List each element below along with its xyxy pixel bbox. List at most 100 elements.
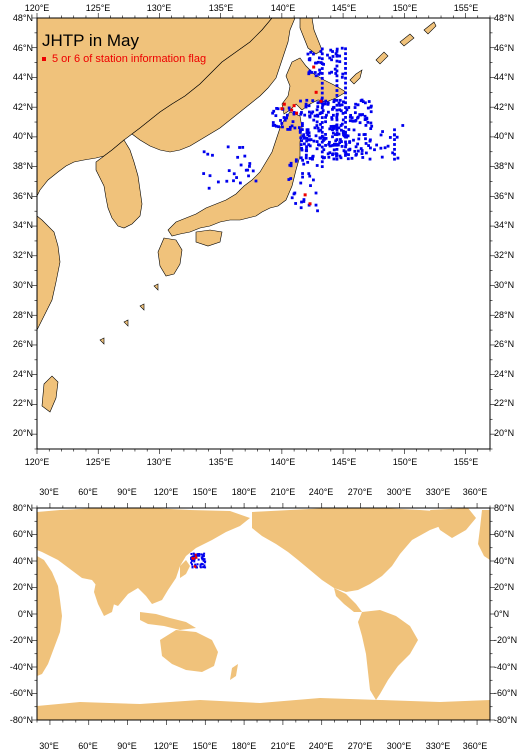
station-marker [333,133,337,136]
station-marker [326,53,329,57]
station-marker [282,116,286,119]
left-lat-label: 38°N [13,161,33,171]
regional-land [37,18,437,413]
station-marker [310,71,314,74]
station-marker [306,133,310,137]
station-marker [335,138,339,141]
station-marker [326,110,330,114]
station-marker [335,94,339,97]
station-marker [369,121,373,125]
station-marker [364,137,367,141]
station-marker [393,152,396,156]
station-marker [344,106,347,110]
india [94,582,116,616]
station-marker [335,128,339,132]
global-station-marker [204,560,207,563]
station-marker [312,52,315,56]
global-right-lat-label: -60°N [494,688,517,698]
global-station-marker [193,559,196,562]
station-marker [292,111,296,114]
station-marker [324,99,328,103]
station-marker [367,100,371,103]
station-marker [300,128,304,132]
global-station-marker [193,554,196,557]
station-marker [235,176,238,179]
station-marker [320,62,324,66]
map-title: JHTP in May [42,31,139,50]
honshu [167,111,303,237]
station-marker [347,128,351,131]
station-marker [293,126,297,130]
global-station-marker [203,564,206,567]
station-marker [241,145,245,149]
station-marker [318,71,322,75]
station-marker [316,114,320,118]
right-lat-label: 44°N [494,72,514,82]
station-marker [335,123,339,127]
station-marker [361,113,364,116]
station-marker [334,72,338,75]
station-marker [315,120,319,124]
regional-ticks [32,13,495,454]
station-marker [292,112,296,116]
station-marker [338,98,342,102]
global-left-lat-label: 80°N [13,503,33,513]
global-flagged-marker [195,556,198,559]
station-marker [330,70,333,74]
global-station-marker [200,563,203,566]
station-marker [317,56,321,60]
regional-top-axis: 120°E 125°E 130°E 135°E 140°E 145°E 150°… [25,3,479,13]
station-marker [328,140,331,144]
station-marker [308,174,312,178]
station-marker [331,152,335,156]
station-marker [271,121,275,124]
station-marker [316,60,320,64]
station-marker [302,136,306,140]
station-marker [319,128,323,132]
bottom-lon-label: 135°E [209,457,234,467]
station-marker [302,200,306,203]
station-marker [251,169,255,173]
station-marker [344,135,347,139]
station-marker [308,110,311,114]
global-bottom-lon-label: 60°E [78,741,98,751]
station-marker [298,128,302,132]
global-station-marker [199,566,202,569]
station-marker [321,109,325,113]
station-marker [348,147,352,151]
station-marker [355,152,358,156]
global-station-marker [190,552,193,555]
station-marker [254,179,258,183]
station-marker [324,115,327,119]
station-marker [356,103,360,107]
flagged-station-marker [319,99,323,103]
station-marker [344,71,347,75]
station-marker [307,104,311,108]
station-marker [357,137,361,141]
station-marker [288,108,292,112]
global-right-lat-label: 0°N [494,609,509,619]
bottom-lon-label: 140°E [271,457,296,467]
station-marker [320,165,324,169]
station-marker [396,156,400,160]
global-left-lat-label: 20°N [13,582,33,592]
left-lat-label: 46°N [13,43,33,53]
station-marker [352,128,356,132]
station-marker [309,50,313,54]
regional-bottom-axis: 120°E 125°E 130°E 135°E 140°E 145°E 150°… [25,457,479,467]
station-marker [395,135,399,139]
station-marker [332,127,336,130]
station-marker [331,143,335,147]
station-marker [305,98,309,102]
right-lat-label: 40°N [494,131,514,141]
station-marker [323,102,327,106]
station-marker [335,108,339,112]
station-marker [344,130,347,134]
station-marker [305,139,309,143]
global-flagged-marker [192,557,195,560]
station-marker [338,108,342,112]
left-lat-label: 44°N [13,72,33,82]
station-marker [356,142,360,146]
station-marker [329,125,333,128]
station-marker [383,146,387,150]
